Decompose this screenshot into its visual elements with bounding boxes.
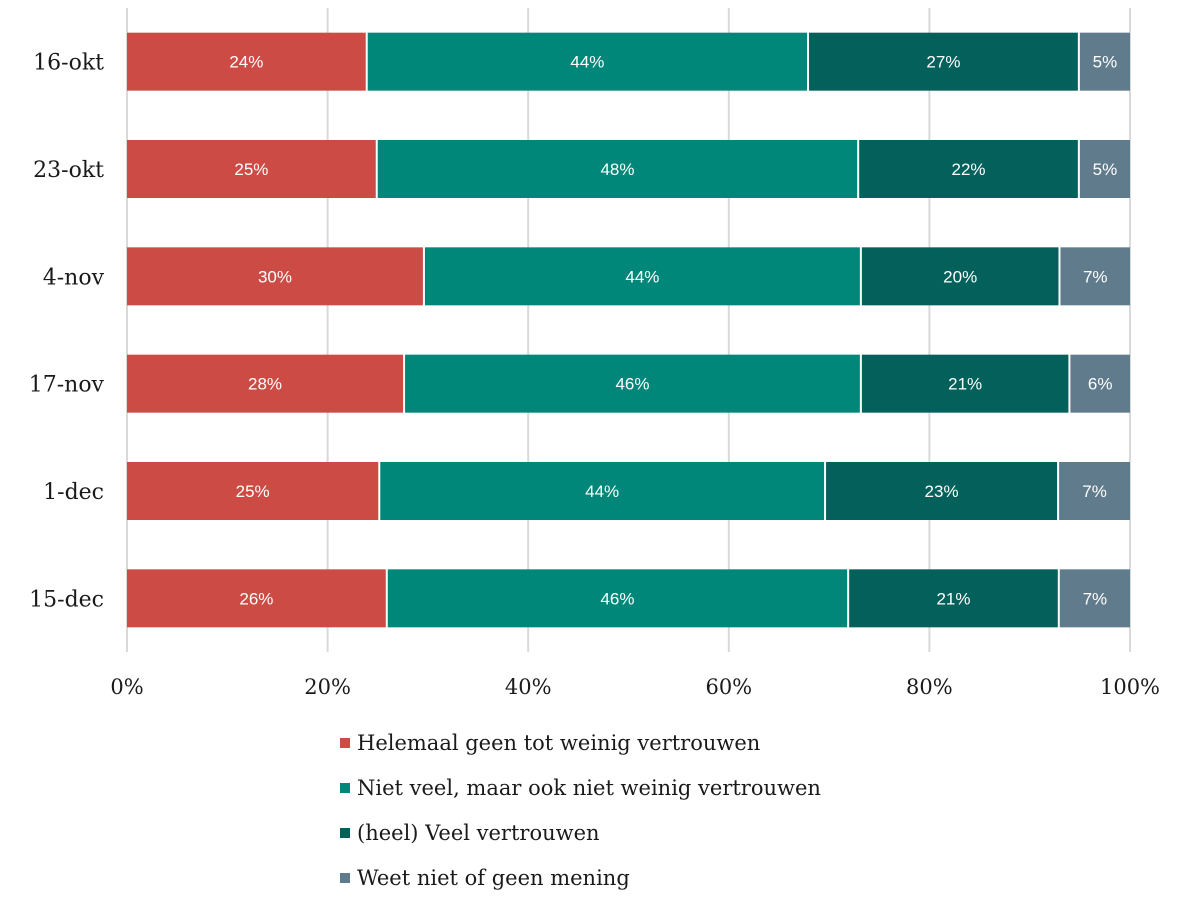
bar-segment [127,462,379,520]
bar-value-label: 7% [1083,267,1108,286]
bar-value-label: 44% [625,267,659,286]
bar-segment [127,140,376,198]
bar-value-label: 26% [239,589,273,608]
bar-segment [377,140,858,198]
bar-value-label: 6% [1088,375,1113,394]
bar-value-label: 24% [229,53,263,72]
bar-value-label: 5% [1093,53,1118,72]
gridlines [126,8,1131,652]
legend-item: Weet niet of geen mening [340,855,821,900]
bar-segment [1059,462,1130,520]
category-label: 23-okt [33,158,104,183]
bar-segment [1059,569,1130,628]
x-axis-ticks: 0% 20% 40% 60% 80% 100% [110,675,1160,699]
bar-value-label: 28% [248,375,282,394]
bar-segment [127,569,386,628]
bar-segment [387,569,848,628]
bar-segment [861,247,1059,306]
bar-segment [380,462,825,520]
bar-segment [405,354,860,413]
x-tick-label: 40% [505,675,552,699]
bar-value-label: 44% [570,53,604,72]
bar-value-label: 46% [615,375,649,394]
legend-label: (heel) Veel vertrouwen [357,820,600,845]
bar-segment [424,247,860,306]
legend-swatch [340,782,350,793]
bar-value-label: 7% [1083,589,1108,608]
bar-value-label: 44% [585,482,619,501]
bar-value-label: 21% [948,375,982,394]
bar-value-label: 30% [258,267,292,286]
legend-swatch [340,827,350,838]
x-tick-label: 80% [906,675,953,699]
legend-label: Weet niet of geen mening [357,865,630,890]
bar-value-label: 5% [1093,160,1118,179]
bar-segment [367,32,808,91]
legend-swatch [340,737,350,748]
category-labels: 16-okt 23-okt 4-nov 17-nov 1-dec 15-dec [29,51,105,613]
bar-segment [809,32,1078,91]
bar-value-label: 48% [600,160,634,179]
bar-segment [127,354,404,413]
legend-item: Niet veel, maar ook niet weinig vertrouw… [340,765,821,810]
legend-item: (heel) Veel vertrouwen [340,810,821,855]
bar-value-label: 7% [1082,482,1107,501]
bar-value-label: 23% [925,482,959,501]
x-tick-label: 60% [705,675,752,699]
legend-label: Niet veel, maar ook niet weinig vertrouw… [357,775,821,800]
legend-swatch [340,872,350,883]
bar-segment [861,354,1069,413]
legend: Helemaal geen tot weinig vertrouwen Niet … [340,720,821,900]
legend-item: Helemaal geen tot weinig vertrouwen [340,720,821,765]
bar-value-label: 21% [936,589,970,608]
bar-value-label: 20% [943,267,977,286]
bar-value-label: 25% [236,482,270,501]
x-tick-label: 0% [110,675,143,699]
bar-segment [1060,247,1130,306]
bar-value-label: 46% [600,589,634,608]
category-label: 4-nov [43,265,105,290]
bar-value-label: 25% [234,160,268,179]
bar-segment [1079,32,1130,91]
category-label: 15-dec [29,587,104,612]
category-label: 1-dec [43,480,104,505]
bar-segment [1079,140,1130,198]
bars: 24% 44% 27% 5% 25% 48% 22% 5% 30% 44% 20% 7% 28% 46% 2… [127,32,1130,628]
x-tick-label: 100% [1100,675,1160,699]
bar-segment [1070,354,1130,413]
bar-value-label: 22% [952,160,986,179]
bar-segment [127,247,423,306]
bar-segment [849,569,1058,628]
bar-segment [127,32,366,91]
category-label: 16-okt [33,51,104,76]
bar-value-label: 27% [926,53,960,72]
x-tick-label: 20% [304,675,351,699]
bar-segment [826,462,1058,520]
category-label: 17-nov [29,373,105,398]
legend-label: Helemaal geen tot weinig vertrouwen [357,730,761,755]
bar-segment [859,140,1078,198]
